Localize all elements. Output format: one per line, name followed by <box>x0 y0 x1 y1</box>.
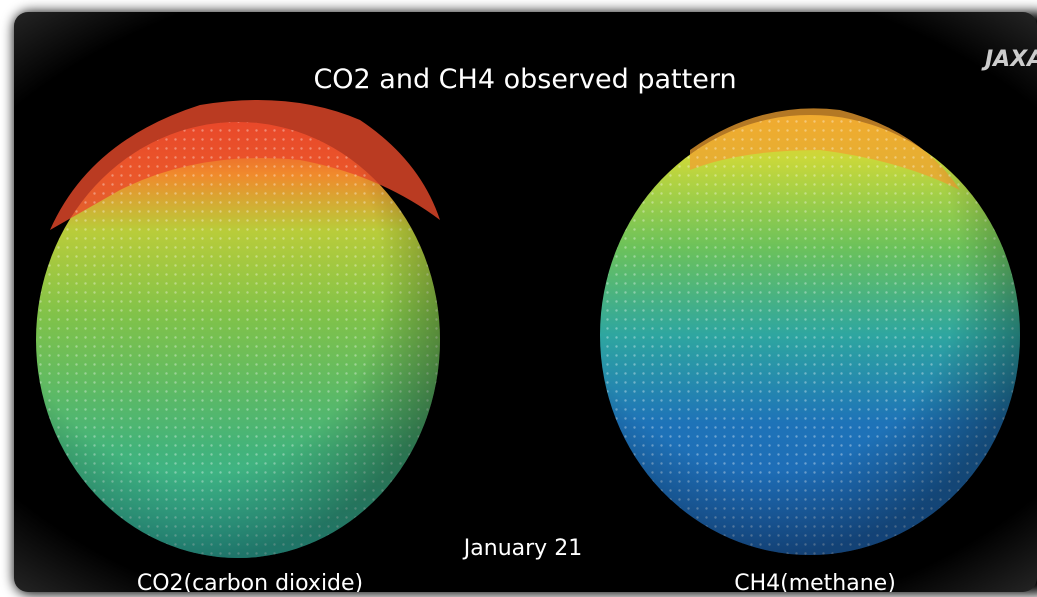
title: CO2 and CH4 observed pattern <box>313 64 736 95</box>
globe-shade <box>36 122 440 558</box>
video-frame: CO2 and CH4 observed pattern JAXA Januar… <box>0 0 1037 597</box>
frame: CO2 and CH4 observed pattern JAXA Januar… <box>14 12 1037 596</box>
co2-globe <box>36 100 440 558</box>
globe-shade <box>600 115 1020 555</box>
date: January 21 <box>462 536 582 561</box>
page: CO2 and CH4 observed pattern JAXA Januar… <box>0 0 1037 597</box>
logo: JAXA <box>981 47 1037 72</box>
